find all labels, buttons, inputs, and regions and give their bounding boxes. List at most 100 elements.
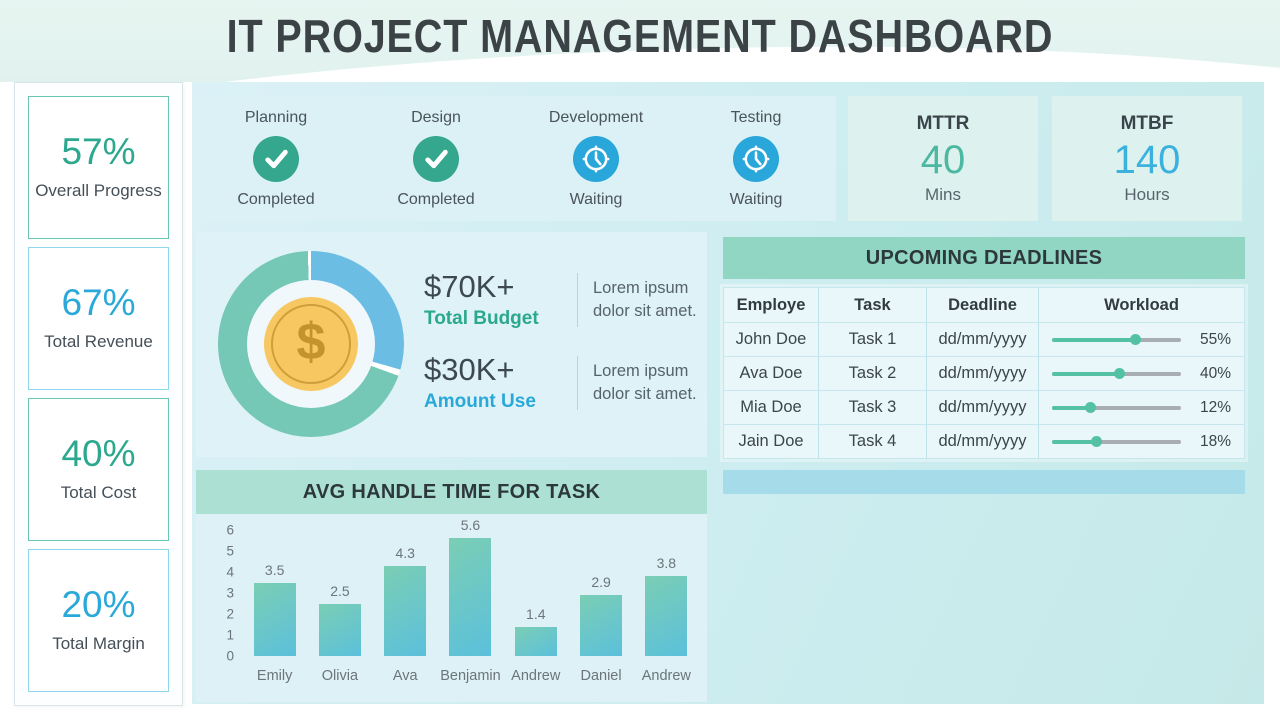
- dollar-coin-icon: $: [264, 297, 358, 391]
- y-tick-label: 5: [226, 543, 234, 559]
- table-row: John Doe Task 1 dd/mm/yyyy 55%: [724, 322, 1244, 356]
- budget-stats: $70K+ Total Budget Lorem ipsum dolor sit…: [424, 270, 718, 413]
- budget-stat-row: $30K+ Amount Use Lorem ipsum dolor sit a…: [424, 353, 718, 413]
- task-cell: Task 2: [819, 357, 927, 390]
- table-row: Jain Doe Task 4 dd/mm/yyyy 18%: [724, 424, 1244, 458]
- chart-title: AVG HANDLE TIME FOR TASK: [302, 480, 601, 503]
- kpi-value: 67%: [61, 282, 136, 323]
- bar-value-label: 2.5: [330, 582, 350, 599]
- chart-x-axis: Emily Olivia Ava Benjamin Andrew Daniel Andrew: [242, 668, 699, 688]
- decorative-strip: [723, 470, 1245, 494]
- budget-description: Lorem ipsum dolor sit amet.: [593, 361, 697, 403]
- chart-plot-area: 3.5 2.5 4.3 5.6 1.4 2.9 3.8: [242, 517, 699, 656]
- y-tick-label: 0: [226, 648, 234, 664]
- metric-card-mttr: MTTR 40 Mins: [848, 96, 1038, 221]
- workload-slider[interactable]: [1052, 334, 1181, 345]
- page-header: [0, 0, 1280, 82]
- workload-slider[interactable]: [1052, 368, 1181, 379]
- phase-design: Design Completed: [356, 96, 516, 221]
- metric-unit: Hours: [1124, 184, 1170, 204]
- deadline-cell: Deadline: [927, 288, 1039, 322]
- task-cell: Task 4: [819, 425, 927, 458]
- budget-stat-row: $70K+ Total Budget Lorem ipsum dolor sit…: [424, 270, 718, 330]
- check-icon: [413, 135, 459, 182]
- phase-status-label: Completed: [397, 190, 475, 208]
- x-category-label: Andrew: [641, 668, 691, 684]
- x-category-label: Andrew: [511, 668, 561, 684]
- bar-value-label: 4.3: [395, 544, 415, 561]
- x-category-label: Ava: [392, 668, 418, 684]
- employee-cell: Ava Doe: [724, 357, 819, 390]
- workload-cell: 12%: [1039, 391, 1244, 424]
- kpi-card-total-revenue: 67% Total Revenue: [28, 247, 169, 390]
- phase-status-label: Completed: [237, 190, 315, 208]
- table-row: Ava Doe Task 2 dd/mm/yyyy 40%: [724, 356, 1244, 390]
- bar: [384, 565, 427, 656]
- slider-thumb-icon[interactable]: [1085, 402, 1097, 413]
- chart-y-axis: 0 1 2 3 4 5 6: [212, 523, 234, 664]
- bar-group: 2.9: [568, 530, 633, 656]
- bar: [449, 538, 492, 656]
- clock-icon: [573, 135, 619, 182]
- y-tick-label: 1: [226, 627, 234, 643]
- task-cell: Task 3: [819, 391, 927, 424]
- deadline-cell: dd/mm/yyyy: [927, 425, 1039, 458]
- employee-cell: Employe: [724, 288, 819, 322]
- slider-thumb-icon[interactable]: [1129, 334, 1141, 345]
- phase-development: Development Waiting: [516, 96, 676, 221]
- deadline-cell: dd/mm/yyyy: [927, 357, 1039, 390]
- dollar-symbol: $: [296, 313, 326, 371]
- deadlines-table: Employe Task Deadline Workload John Doe …: [723, 287, 1245, 459]
- bar-value-label: 3.8: [656, 555, 677, 572]
- slider-thumb-icon[interactable]: [1091, 436, 1103, 447]
- table-header-row: Employe Task Deadline Workload: [724, 288, 1244, 322]
- bar: [580, 595, 623, 656]
- phase-status-panel: Planning Completed Design Completed Deve…: [196, 96, 836, 221]
- task-cell: Task 1: [819, 323, 927, 356]
- bar: [514, 626, 557, 656]
- bar-value-label: 5.6: [460, 517, 481, 534]
- workload-slider[interactable]: [1052, 436, 1181, 447]
- kpi-label: Total Revenue: [44, 332, 153, 351]
- bar-group: 3.5: [242, 530, 307, 656]
- workload-percent: 12%: [1199, 398, 1231, 416]
- kpi-value: 40%: [61, 433, 136, 474]
- workload-cell: 40%: [1039, 357, 1244, 390]
- task-cell: Task: [819, 288, 927, 322]
- kpi-value: 20%: [61, 584, 136, 625]
- bar-group: 5.6: [438, 517, 503, 656]
- budget-donut-chart: $: [218, 251, 404, 437]
- check-icon: [253, 135, 299, 182]
- phase-name: Design: [411, 108, 461, 126]
- coin-ring: [271, 304, 351, 384]
- y-tick-label: 6: [226, 522, 234, 538]
- slider-thumb-icon[interactable]: [1114, 368, 1126, 379]
- bar-value-label: 1.4: [526, 605, 546, 622]
- avg-handle-time-chart: 0 1 2 3 4 5 6 3.5 2.5 4.3 5.6 1.4 2.9 3.8 Emil…: [196, 514, 707, 702]
- workload-cell: 55%: [1039, 323, 1244, 356]
- workload-slider[interactable]: [1052, 402, 1181, 413]
- deadline-cell: dd/mm/yyyy: [927, 323, 1039, 356]
- workload-percent: 55%: [1199, 330, 1231, 348]
- bar: [318, 603, 361, 656]
- y-tick-label: 4: [226, 564, 234, 580]
- phase-name: Development: [548, 108, 644, 126]
- kpi-label: Total Margin: [52, 634, 145, 653]
- main-area: Planning Completed Design Completed Deve…: [192, 82, 1264, 704]
- budget-amount: $30K+: [424, 352, 515, 387]
- kpi-card-total-cost: 40% Total Cost: [28, 398, 169, 541]
- kpi-value: 57%: [61, 131, 136, 172]
- phase-name: Testing: [730, 108, 782, 126]
- kpi-sidebar: 57% Overall Progress 67% Total Revenue 4…: [14, 82, 183, 706]
- kpi-label: Total Cost: [60, 483, 137, 502]
- bar-group: 2.5: [307, 530, 372, 656]
- bar-value-label: 3.5: [264, 561, 285, 578]
- kpi-label: Overall Progress: [35, 181, 162, 200]
- metrics-panel: MTTR 40 Mins MTBF 140 Hours: [848, 96, 1242, 221]
- kpi-card-total-margin: 20% Total Margin: [28, 549, 169, 692]
- workload-percent: 18%: [1199, 432, 1231, 450]
- bar: [645, 576, 688, 656]
- budget-description: Lorem ipsum dolor sit amet.: [593, 278, 697, 320]
- clock-icon: [733, 135, 779, 182]
